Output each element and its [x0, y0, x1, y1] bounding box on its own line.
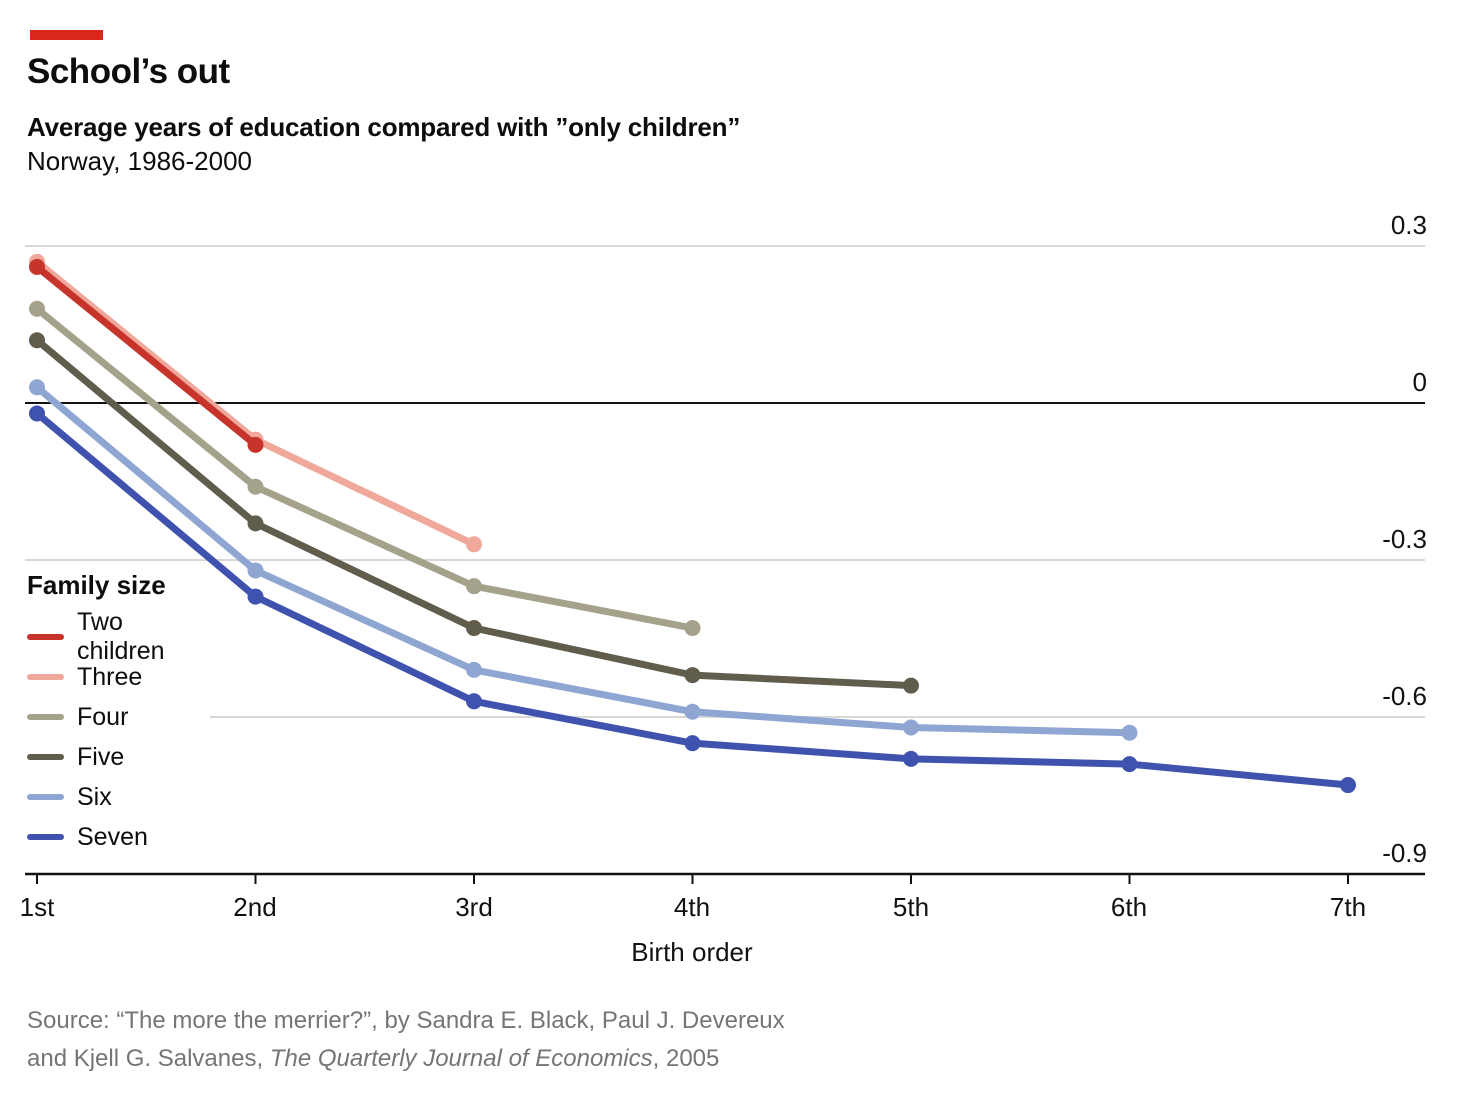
chart-subtitle-geo: Norway, 1986-2000 [27, 146, 252, 176]
legend-item-five: Five [27, 737, 210, 777]
xtick-3rd: 3rd [455, 892, 493, 922]
legend-swatch-three [27, 674, 64, 680]
legend-swatch-four [27, 714, 64, 720]
legend-item-six: Six [27, 777, 210, 817]
xtick-1st: 1st [19, 892, 55, 922]
ytick--0.6: -0.6 [1382, 681, 1427, 711]
legend-item-two-children: Two children [27, 608, 210, 665]
legend-label: Five [77, 742, 125, 771]
source-note: Source: “The more the merrier?”, by Sand… [27, 1002, 887, 1078]
xtick-7th: 7th [1329, 892, 1367, 922]
source-line1: Source: “The more the merrier?”, by Sand… [27, 1007, 785, 1034]
xtick-4th: 4th [673, 892, 711, 922]
chart-title: School’s out [27, 52, 230, 91]
legend-label: Three [77, 662, 143, 691]
ytick-0: 0 [1412, 367, 1427, 397]
legend-swatch-two-children [27, 634, 64, 640]
chart-subtitle: Average years of education compared with… [27, 112, 741, 142]
source-line2-prefix: and Kjell G. Salvanes, [27, 1045, 270, 1072]
legend-title: Family size [27, 570, 166, 600]
legend-label: Two children [77, 608, 165, 665]
legend-item-three: Three [27, 657, 210, 697]
source-line2-suffix: , 2005 [652, 1045, 720, 1072]
legend-label: Seven [77, 822, 148, 851]
legend-label: Six [77, 782, 112, 811]
xtick-2nd: 2nd [233, 892, 277, 922]
legend-swatch-five [27, 754, 64, 760]
legend-item-four: Four [27, 697, 210, 737]
ytick--0.9: -0.9 [1382, 838, 1427, 868]
legend-swatch-six [27, 794, 64, 800]
xtick-6th: 6th [1110, 892, 1148, 922]
ytick--0.3: -0.3 [1382, 524, 1427, 554]
x-axis-title: Birth order [631, 937, 753, 967]
legend: Family size Two children Three Four Five… [20, 566, 210, 863]
legend-item-seven: Seven [27, 817, 210, 857]
legend-label: Four [77, 702, 129, 731]
source-journal-name: The Quarterly Journal of Economics [269, 1045, 653, 1072]
kicker-bar [30, 30, 103, 40]
legend-swatch-seven [27, 834, 64, 840]
xtick-5th: 5th [892, 892, 930, 922]
ytick-0.3: 0.3 [1390, 210, 1427, 240]
